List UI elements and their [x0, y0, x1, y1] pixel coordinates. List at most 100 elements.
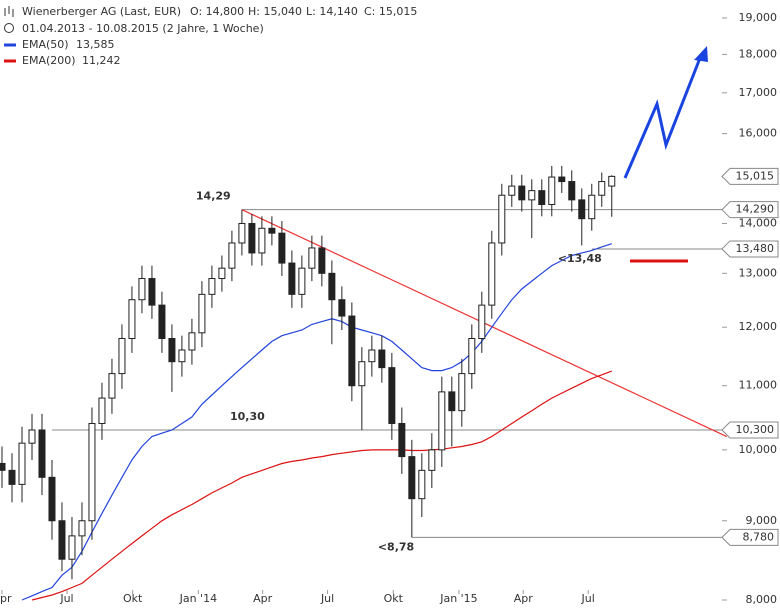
candle-body	[238, 222, 246, 244]
candle-body	[178, 349, 186, 363]
candle-body	[458, 373, 466, 412]
candle-body	[278, 232, 286, 264]
price-box	[721, 201, 779, 219]
candle-body	[58, 520, 66, 560]
candle-body	[188, 332, 196, 351]
candle-body	[518, 185, 526, 201]
x-tick-label: Jul	[320, 592, 334, 605]
level-note: 14,29	[196, 190, 231, 203]
candle-body	[488, 242, 496, 306]
candle-body	[148, 278, 156, 306]
candle-body	[158, 304, 166, 339]
candle-body	[468, 337, 476, 375]
price-box	[721, 167, 779, 185]
ohlc-low: L: 14,140	[306, 5, 358, 18]
candle-body	[208, 278, 216, 295]
candle-body	[288, 262, 296, 295]
x-tick-label: Apr	[514, 592, 534, 605]
candle-body	[248, 222, 256, 254]
ohlc-high: H: 15,040	[248, 5, 302, 18]
candle-body	[128, 299, 136, 339]
candle-body	[28, 429, 36, 444]
y-tick-label: 14,000	[739, 216, 778, 229]
x-tick-label: Jul	[59, 592, 73, 605]
y-tick-label: 18,000	[739, 47, 778, 60]
x-tick-label: Apr	[253, 592, 273, 605]
candle-body	[38, 429, 46, 478]
plot-area	[0, 165, 727, 601]
candle-body	[568, 181, 576, 201]
y-tick-label: 8,000	[746, 593, 778, 606]
level-note: 10,30	[230, 410, 265, 423]
x-tick-label: Okt	[123, 592, 143, 605]
candle-body	[578, 199, 586, 220]
candle-body	[608, 175, 616, 187]
candle-body	[48, 476, 56, 522]
candle-body	[418, 469, 426, 500]
legend-label: EMA(50)	[22, 38, 69, 51]
price-box-label: 10,300	[736, 423, 775, 436]
candle-body	[0, 462, 6, 471]
candle-body	[198, 293, 206, 334]
candle-body	[318, 247, 326, 274]
ohlc-close: C: 15,015	[364, 5, 417, 18]
candle-body	[78, 520, 86, 537]
y-tick-label: 11,000	[739, 379, 778, 392]
candle-body	[298, 267, 306, 295]
clock-icon	[4, 23, 14, 33]
candle-body	[18, 442, 26, 485]
price-box	[721, 240, 779, 258]
candle-body	[218, 267, 226, 280]
candle-body	[98, 397, 106, 424]
y-tick-label: 17,000	[739, 86, 778, 99]
candle-body	[308, 247, 316, 269]
candle-body	[348, 315, 356, 387]
x-tick-label: Jul	[581, 592, 595, 605]
price-box	[721, 421, 779, 439]
candle-body	[538, 190, 546, 206]
x-tick-label: Jan '15	[439, 592, 477, 605]
legend-value: 11,242	[82, 54, 121, 67]
candle-body	[598, 181, 606, 196]
level-note: <8,78	[378, 540, 414, 553]
ema-line	[21, 243, 612, 601]
price-box-label: 13,480	[736, 242, 775, 255]
legend-label: EMA(200)	[22, 54, 76, 67]
candle-body	[588, 194, 596, 220]
legend-value: 13,585	[76, 38, 115, 51]
y-tick-label: 12,000	[739, 320, 778, 333]
price-box-label: 14,290	[736, 203, 775, 216]
candle-body	[528, 190, 536, 201]
price-box-label: 8,780	[743, 530, 775, 543]
subtitle: 01.04.2013 - 10.08.2015 (2 Jahre, 1 Woch…	[22, 22, 264, 35]
x-tick-label: Jan '14	[179, 592, 217, 605]
candle-body	[8, 469, 16, 485]
candle-body	[438, 391, 446, 451]
header-icon	[4, 6, 14, 17]
candle-body	[388, 367, 396, 424]
ohlc-open: O: 14,800	[190, 5, 244, 18]
candle-body	[398, 422, 406, 458]
candle-body	[448, 391, 456, 412]
title: Wienerberger AG (Last, EUR)	[22, 5, 181, 18]
candle-body	[338, 299, 346, 317]
candle-body	[428, 449, 436, 471]
x-tick-label: Okt	[384, 592, 404, 605]
candle-body	[378, 349, 386, 369]
price-box-label: 15,015	[736, 169, 775, 182]
candle-body	[408, 456, 416, 500]
candle-body	[268, 227, 276, 234]
candle-body	[548, 176, 556, 206]
level-note: <13,48	[558, 252, 602, 265]
candle-body	[358, 361, 366, 387]
projection	[623, 46, 708, 263]
candle-body	[368, 349, 376, 363]
y-tick-label: 13,000	[739, 266, 778, 279]
candle-body	[478, 304, 486, 339]
candle-body	[328, 272, 336, 301]
candle-body	[108, 373, 116, 399]
candle-body	[558, 176, 566, 183]
candle-body	[508, 185, 516, 196]
